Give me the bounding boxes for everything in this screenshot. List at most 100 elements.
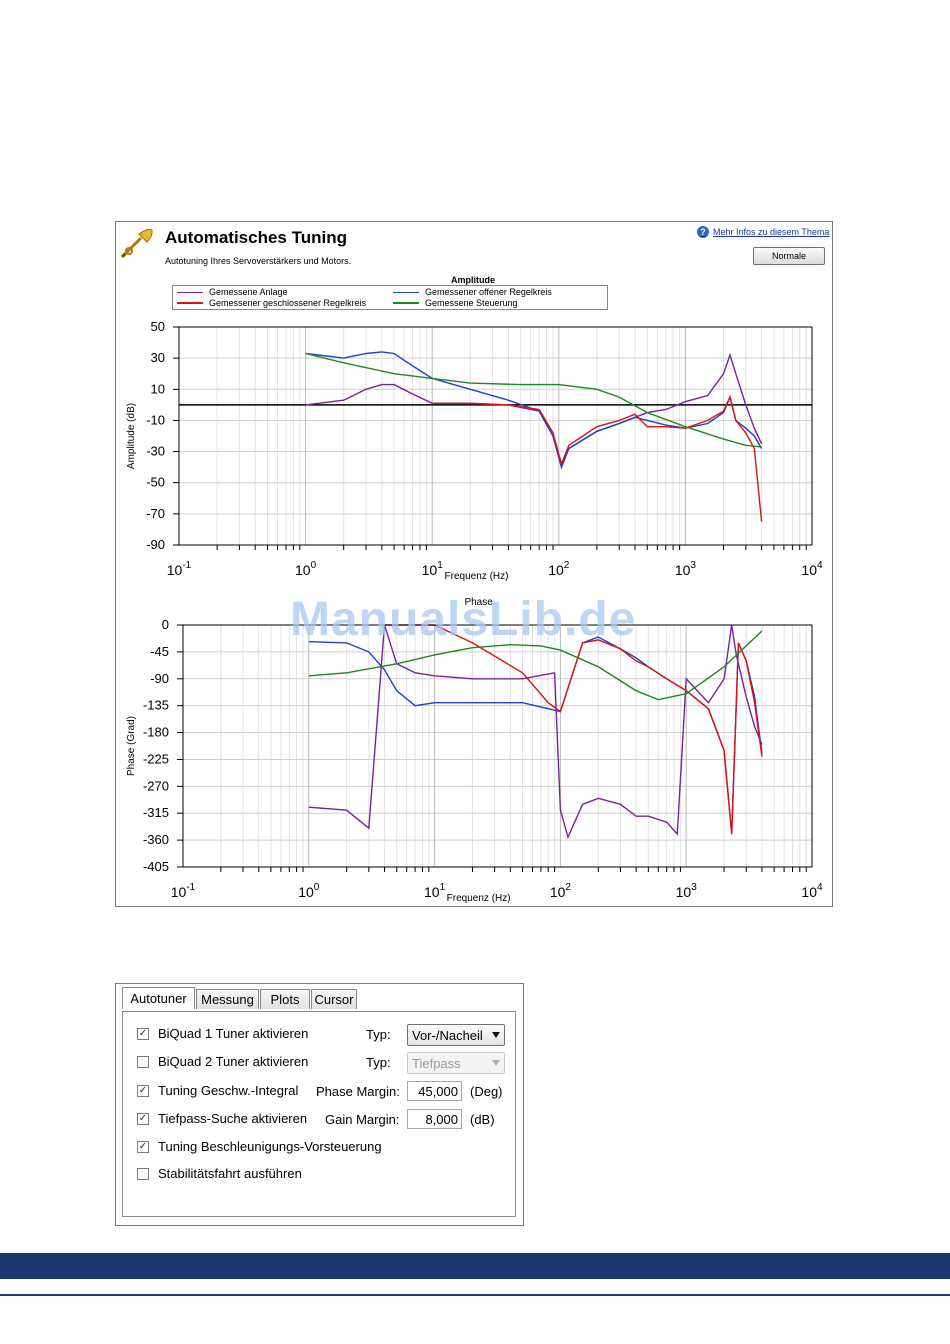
chart1-x-tick-label: 103 bbox=[676, 882, 698, 900]
chevron-down-icon bbox=[492, 1060, 500, 1066]
chart0-series-0 bbox=[305, 352, 763, 470]
legend-label-offen: Gemessener offener Regelkreis bbox=[425, 287, 552, 297]
lowpass-search-checkbox[interactable]: ✓ bbox=[137, 1112, 149, 1125]
tab-messung[interactable]: Messung bbox=[196, 989, 259, 1009]
footer-bar bbox=[0, 1253, 950, 1279]
lowpass-search-row: ✓ Tiefpass-Suche aktivieren bbox=[137, 1111, 307, 1126]
accel-feedforward-row: ✓ Tuning Beschleunigungs-Vorsteuerung bbox=[137, 1139, 382, 1154]
gain-margin-input[interactable] bbox=[407, 1109, 462, 1129]
stability-run-row: Stabilitätsfahrt ausführen bbox=[137, 1166, 302, 1181]
chart1-series-2 bbox=[384, 624, 763, 835]
legend-item-geschlossen: Gemessener geschlossener Regelkreis bbox=[177, 298, 366, 308]
biquad2-row: BiQuad 2 Tuner aktivieren bbox=[137, 1054, 308, 1069]
typ2-label: Typ: bbox=[366, 1055, 391, 1070]
tab-autotuner[interactable]: Autotuner bbox=[122, 987, 195, 1009]
chart0-x-tick-label: 10-1 bbox=[167, 560, 192, 578]
footer-line bbox=[0, 1294, 950, 1296]
legend-title: Amplitude bbox=[451, 275, 495, 285]
chart1-y-tick-label: -225 bbox=[143, 751, 169, 766]
chart1-y-tick-label: -90 bbox=[150, 671, 169, 686]
typ1-select[interactable]: Vor-/Nacheil bbox=[407, 1024, 505, 1046]
typ2-value: Tiefpass bbox=[412, 1055, 461, 1071]
accel-feedforward-checkbox[interactable]: ✓ bbox=[137, 1140, 149, 1153]
biquad1-row: ✓ BiQuad 1 Tuner aktivieren bbox=[137, 1026, 308, 1041]
legend-label-geschlossen: Gemessener geschlossener Regelkreis bbox=[209, 298, 367, 308]
tab-cursor[interactable]: Cursor bbox=[311, 989, 357, 1009]
chart1-plot-frame bbox=[182, 624, 813, 868]
chart0-x-tick-label: 103 bbox=[675, 560, 697, 578]
chart1-x-tick-label: 100 bbox=[298, 882, 320, 900]
legend-label-anlage: Gemessene Anlage bbox=[209, 287, 288, 297]
chart0-y-tick-label: 30 bbox=[151, 350, 165, 365]
gain-margin-label: Gain Margin: bbox=[325, 1112, 400, 1127]
gain-margin-unit: (dB) bbox=[470, 1112, 495, 1127]
stability-run-label: Stabilitätsfahrt ausführen bbox=[158, 1166, 302, 1181]
typ2-select: Tiefpass bbox=[407, 1052, 505, 1074]
accel-feedforward-label: Tuning Beschleunigungs-Vorsteuerung bbox=[158, 1139, 382, 1154]
chart1-y-tick-label: -45 bbox=[150, 644, 169, 659]
chart1-y-tick-label: -405 bbox=[143, 859, 169, 874]
chart1-series-0 bbox=[308, 624, 763, 840]
chart0-x-tick-label: 102 bbox=[548, 560, 570, 578]
biquad1-label: BiQuad 1 Tuner aktivieren bbox=[158, 1026, 309, 1041]
legend-label-steuerung: Gemessene Steuerung bbox=[425, 298, 518, 308]
watermark: ManualsLib.de bbox=[290, 593, 637, 646]
chart1-x-tick-label: 102 bbox=[550, 882, 572, 900]
autotuning-panel bbox=[115, 221, 833, 907]
legend-item-offen: Gemessener offener Regelkreis bbox=[393, 287, 552, 297]
chart0-x-tick-label: 100 bbox=[295, 560, 317, 578]
chart1-series-3 bbox=[308, 630, 763, 701]
chart1-y-tick-label: -270 bbox=[143, 778, 169, 793]
chart0-y-tick-label: -10 bbox=[146, 412, 165, 427]
chevron-down-icon bbox=[492, 1032, 500, 1038]
chart1-x-tick-label: 10-1 bbox=[171, 882, 196, 900]
chart1-y-tick-label: -135 bbox=[143, 698, 169, 713]
help-link-label: Mehr Infos zu diesem Thema bbox=[713, 227, 830, 237]
chart0-plot-frame bbox=[178, 326, 813, 546]
normal-mode-button[interactable]: Normale bbox=[753, 247, 825, 265]
help-icon: ? bbox=[697, 226, 709, 238]
page-subtitle: Autotuning Ihres Servoverstärkers und Mo… bbox=[165, 256, 352, 266]
biquad2-label: BiQuad 2 Tuner aktivieren bbox=[158, 1054, 309, 1069]
biquad1-checkbox[interactable]: ✓ bbox=[137, 1027, 149, 1040]
tab-plots[interactable]: Plots bbox=[260, 989, 310, 1009]
chart0-y-tick-label: -70 bbox=[146, 506, 165, 521]
trumpet-icon bbox=[120, 229, 153, 259]
stability-run-checkbox[interactable] bbox=[137, 1167, 149, 1180]
chart0-y-tick-label: -50 bbox=[146, 475, 165, 490]
help-link[interactable]: ? Mehr Infos zu diesem Thema bbox=[697, 226, 829, 238]
chart0-y-tick-label: -30 bbox=[146, 444, 165, 459]
chart1-title: Phase bbox=[464, 597, 493, 608]
chart-legend: Gemessene Anlage Gemessener offener Rege… bbox=[172, 285, 608, 310]
velocity-integral-row: ✓ Tuning Geschw.-Integral bbox=[137, 1083, 298, 1098]
chart1-y-tick-label: -315 bbox=[143, 805, 169, 820]
chart1-y-tick-label: -180 bbox=[143, 725, 169, 740]
chart1-series-1 bbox=[308, 636, 763, 835]
velocity-integral-checkbox[interactable]: ✓ bbox=[137, 1084, 149, 1097]
velocity-integral-label: Tuning Geschw.-Integral bbox=[158, 1083, 299, 1098]
typ1-label: Typ: bbox=[366, 1027, 391, 1042]
chart0-x-axis-label: Frequenz (Hz) bbox=[445, 571, 509, 582]
chart0-y-tick-label: -90 bbox=[146, 537, 165, 552]
chart0-x-tick-label: 101 bbox=[422, 560, 444, 578]
chart1-x-tick-label: 104 bbox=[801, 882, 823, 900]
chart1-x-axis-label: Frequenz (Hz) bbox=[447, 893, 511, 904]
biquad2-checkbox[interactable] bbox=[137, 1055, 149, 1068]
chart0-x-tick-label: 104 bbox=[801, 560, 823, 578]
legend-swatch-geschlossen bbox=[177, 302, 203, 304]
chart1-x-tick-label: 101 bbox=[424, 882, 446, 900]
page-title: Automatisches Tuning bbox=[165, 228, 347, 247]
chart1-y-tick-label: -360 bbox=[143, 832, 169, 847]
legend-item-anlage: Gemessene Anlage bbox=[177, 287, 288, 297]
legend-item-steuerung: Gemessene Steuerung bbox=[393, 298, 518, 308]
typ1-value: Vor-/Nacheil bbox=[412, 1027, 483, 1043]
chart1-y-axis-label: Phase (Grad) bbox=[126, 716, 137, 776]
chart1-y-tick-label: 0 bbox=[162, 617, 169, 632]
chart0-series-3 bbox=[305, 352, 762, 448]
phase-margin-unit: (Deg) bbox=[470, 1084, 503, 1099]
phase-margin-label: Phase Margin: bbox=[316, 1084, 400, 1099]
chart0-series-2 bbox=[432, 395, 763, 522]
phase-margin-input[interactable] bbox=[407, 1081, 462, 1101]
legend-swatch-offen bbox=[393, 291, 419, 293]
